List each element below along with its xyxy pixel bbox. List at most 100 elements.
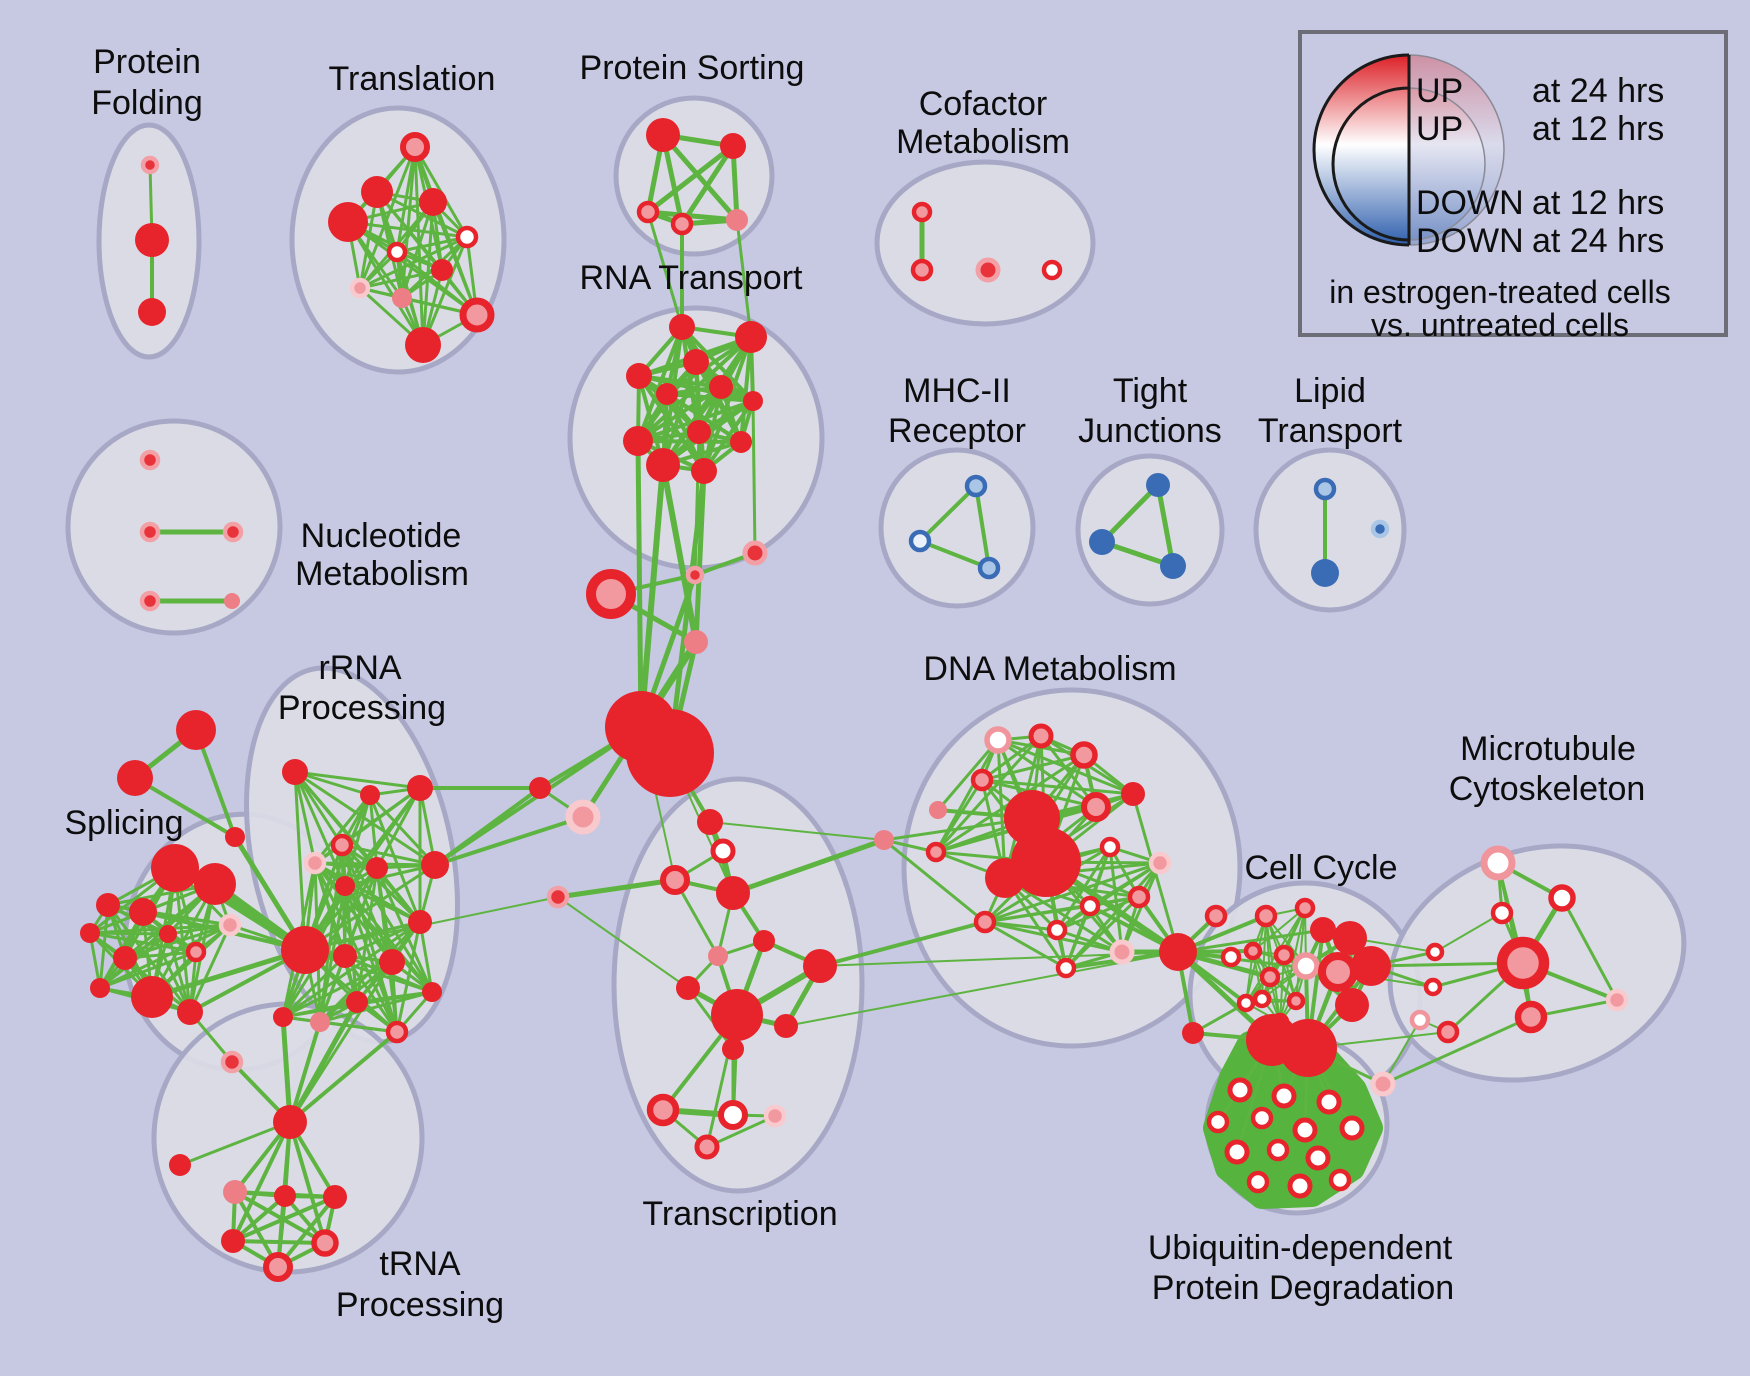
network-node-rt6 xyxy=(709,375,733,399)
network-edge xyxy=(293,771,344,846)
network-node-tl10 xyxy=(459,297,495,333)
network-node-nm4 xyxy=(139,590,161,612)
network-node-rr12 xyxy=(408,910,432,934)
network-node-sp7 xyxy=(113,946,137,970)
network-node-sp11 xyxy=(177,999,203,1025)
cluster-label: Cytoskeleton xyxy=(1449,770,1646,808)
network-node-ub11 xyxy=(1246,1170,1270,1194)
network-node-tn7 xyxy=(311,1229,339,1257)
network-edge xyxy=(344,863,436,888)
network-node-sp1 xyxy=(151,844,199,892)
network-node-mt3 xyxy=(1490,901,1514,925)
network-node-cc12 xyxy=(1292,952,1320,980)
network-node-ub7 xyxy=(1339,1115,1365,1141)
network-node-tl1 xyxy=(400,132,430,162)
network-node-ub3 xyxy=(1316,1089,1342,1115)
network-edge xyxy=(282,1015,398,1034)
network-edge xyxy=(99,923,231,990)
network-edge xyxy=(660,464,699,643)
network-node-mh3 xyxy=(977,556,1001,580)
network-edge xyxy=(341,843,436,867)
network-edge xyxy=(785,951,1179,1027)
network-edge xyxy=(276,1195,337,1269)
network-node-mt9 xyxy=(1409,1009,1431,1031)
network-edge xyxy=(99,950,197,990)
network-node-cc3 xyxy=(1254,904,1278,928)
cluster-label: Cofactor xyxy=(919,85,1048,123)
network-node-dm10 xyxy=(985,858,1025,898)
network-node-dm7 xyxy=(925,841,947,863)
network-edge xyxy=(709,821,885,841)
legend-outer-arc xyxy=(1312,53,1410,247)
network-node-nm1 xyxy=(139,449,161,471)
network-node-cc17 xyxy=(1335,988,1369,1022)
network-edge xyxy=(661,133,739,222)
network-edge xyxy=(732,837,885,896)
legend-time-label: at 12 hrs xyxy=(1532,184,1664,222)
network-node-tl3 xyxy=(419,188,447,216)
network-edge xyxy=(981,778,1134,796)
network-node-tx1 xyxy=(697,809,723,835)
network-node-dm3 xyxy=(1070,741,1098,769)
network-node-rr14 xyxy=(310,1012,330,1032)
network-edge xyxy=(702,399,755,473)
network-node-tx14 xyxy=(763,1104,787,1128)
network-edge xyxy=(751,400,757,554)
network-node-tn1 xyxy=(273,1105,307,1139)
network-node-rr15 xyxy=(385,1020,409,1044)
network-edge xyxy=(636,385,723,443)
network-node-sp5 xyxy=(80,923,100,943)
network-node-mh2 xyxy=(908,529,932,553)
network-edge xyxy=(340,844,434,993)
network-node-rc1 xyxy=(529,777,551,799)
network-node-dm17 xyxy=(973,910,997,934)
network-node-cc7 xyxy=(1259,966,1281,988)
network-edge xyxy=(693,431,701,576)
legend-direction-label: UP xyxy=(1416,72,1463,110)
network-edge xyxy=(739,336,753,443)
network-node-mt6 xyxy=(1605,988,1629,1012)
network-edge xyxy=(735,219,753,338)
network-node-cc4 xyxy=(1294,897,1316,919)
network-node-cf1 xyxy=(911,201,933,223)
network-edge xyxy=(646,144,735,214)
network-edge xyxy=(1434,912,1503,953)
network-edge xyxy=(819,920,986,968)
network-edge xyxy=(1560,897,1619,1001)
network-edge xyxy=(343,885,359,1003)
legend-caption-line-2: vs. untreated cells xyxy=(1371,307,1629,343)
network-edge xyxy=(636,326,684,442)
network-edge xyxy=(340,843,422,924)
network-edge xyxy=(936,739,1000,811)
network-edge xyxy=(1177,928,1324,954)
network-node-rt10 xyxy=(623,426,653,456)
network-edge xyxy=(974,485,991,569)
network-node-cc9 xyxy=(1236,993,1256,1013)
network-node-nm3 xyxy=(222,521,244,543)
network-edge xyxy=(981,753,1085,782)
legend-direction-label: DOWN xyxy=(1416,184,1524,222)
network-node-tx15 xyxy=(694,1134,720,1160)
cluster-label: Folding xyxy=(91,84,203,122)
cluster-label: tRNA xyxy=(379,1245,461,1283)
network-node-tx8 xyxy=(803,949,837,983)
legend-caption-line-1: in estrogen-treated cells xyxy=(1329,274,1671,310)
network-node-tl8 xyxy=(349,277,371,299)
cluster-transcription xyxy=(611,776,865,1194)
network-node-tn2 xyxy=(169,1154,191,1176)
network-node-dm18 xyxy=(1046,919,1068,941)
network-edge xyxy=(637,439,742,444)
network-node-tl4 xyxy=(328,202,368,242)
network-node-rt3 xyxy=(683,349,709,375)
network-node-cc15 xyxy=(1351,946,1391,986)
network-edge xyxy=(151,947,306,1000)
network-edge xyxy=(686,987,735,1050)
network-node-cc0 xyxy=(1182,1022,1204,1044)
network-node-rr6 xyxy=(335,876,355,896)
network-node-dm19 xyxy=(1109,939,1135,965)
network-node-tx3 xyxy=(660,865,690,895)
network-node-tn0 xyxy=(220,1050,244,1074)
network-node-tl5 xyxy=(455,225,479,249)
network-edge xyxy=(679,144,736,226)
